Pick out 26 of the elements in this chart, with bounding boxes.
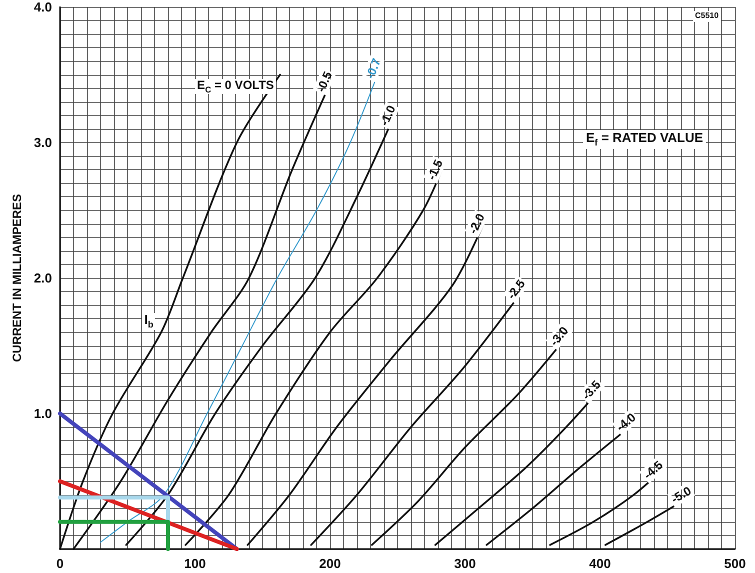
x-tick-label: 500 — [724, 556, 746, 571]
text: -4.5 — [640, 458, 666, 482]
text: -3.5 — [579, 377, 604, 402]
text: -3.0 — [547, 324, 572, 349]
series-label: E$_{C}$ = 0 VOLTS — [195, 78, 276, 94]
annotation: E$_{f}$ = RATED VALUE — [583, 130, 706, 149]
y-tick-label: 4.0 — [34, 0, 52, 14]
text: -4.0 — [614, 410, 639, 434]
annotation: I$_{b}$ — [142, 312, 156, 330]
annotation: C5510 — [693, 11, 721, 22]
text: -0.5 — [314, 69, 336, 94]
y-tick-label: 3.0 — [34, 135, 52, 150]
y-axis-title: CURRENT IN MILLIAMPERES — [10, 194, 24, 362]
y-tick-label: 2.0 — [34, 270, 52, 286]
x-tick-label: 300 — [454, 556, 476, 571]
x-tick-label: 400 — [589, 556, 611, 571]
x-tick-label: 0 — [56, 556, 64, 571]
text: -1.0 — [377, 102, 399, 128]
text: -2.0 — [466, 210, 488, 236]
text: -0.7 — [362, 56, 384, 81]
text: -2.5 — [504, 276, 528, 302]
x-tick-label: 200 — [319, 556, 341, 571]
text: -5.0 — [668, 483, 694, 506]
text: -1.5 — [424, 157, 446, 182]
x-tick-label: 100 — [184, 556, 206, 571]
y-tick-label: 1.0 — [34, 406, 52, 421]
